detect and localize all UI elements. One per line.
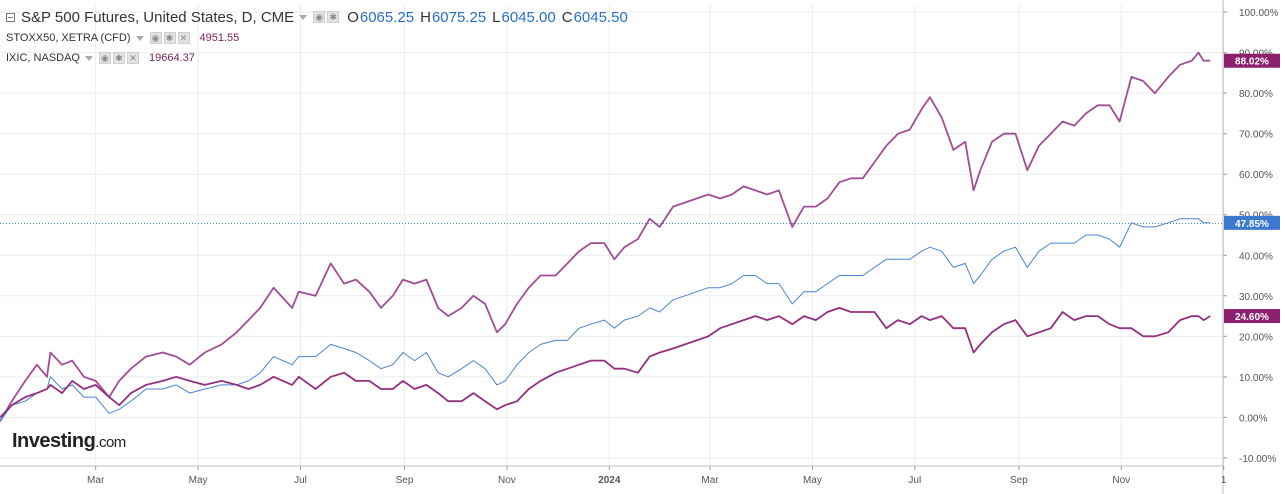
legend-main-row[interactable]: S&P 500 Futures, United States, D, CME ◉…: [6, 6, 628, 28]
x-tick-label: 1: [1221, 475, 1227, 486]
y-tick-label: 70.00%: [1239, 130, 1273, 141]
end-label-bg: [1224, 309, 1280, 324]
y-tick-label: 100.00%: [1239, 8, 1279, 19]
y-tick-label: 60.00%: [1239, 170, 1273, 181]
series-line-1[interactable]: [0, 218, 1211, 422]
close-icon[interactable]: ✕: [177, 32, 190, 44]
collapse-icon[interactable]: [6, 12, 15, 22]
settings-icon[interactable]: ✱: [163, 32, 176, 44]
main-instrument-title[interactable]: S&P 500 Futures, United States, D, CME: [21, 8, 295, 26]
x-tick-label: 2024: [598, 475, 621, 486]
x-tick-label: Mar: [87, 475, 105, 486]
grid-lines: [0, 4, 1225, 466]
y-tick-label: 10.00%: [1239, 373, 1273, 384]
end-label-text: 47.85%: [1235, 219, 1269, 230]
end-label-0: 88.02%: [1224, 53, 1280, 68]
x-tick-label: Nov: [498, 475, 516, 486]
logo-brand: Investing: [12, 430, 96, 452]
x-tick-label: Sep: [396, 475, 414, 486]
x-tick-label: Nov: [1112, 475, 1130, 486]
y-tick-label: 0.00%: [1239, 413, 1267, 424]
x-tick-label: May: [803, 475, 822, 486]
x-tick-label: Sep: [1010, 475, 1028, 486]
chevron-down-icon[interactable]: [84, 55, 93, 61]
series-end-labels: 88.02% 47.85% 24.60%: [1224, 53, 1280, 324]
chart-legend: S&P 500 Futures, United States, D, CME ◉…: [6, 6, 628, 68]
visibility-icon[interactable]: ◉: [149, 32, 162, 44]
chevron-down-icon[interactable]: [135, 35, 144, 41]
end-label-text: 24.60%: [1235, 312, 1269, 323]
visibility-icon[interactable]: ◉: [98, 52, 111, 64]
x-tick-label: Mar: [701, 475, 719, 486]
chevron-down-icon[interactable]: [299, 14, 308, 20]
logo-tld: .com: [95, 434, 126, 451]
end-label-text: 88.02%: [1235, 57, 1269, 68]
end-label-1: 47.85%: [1224, 215, 1280, 230]
end-label-bg: [1224, 53, 1280, 68]
close-icon[interactable]: ✕: [126, 52, 139, 64]
ohlc-open-value: 6065.25: [359, 8, 415, 26]
x-tick-label: Jul: [908, 475, 921, 486]
series-value-ixic: 19664.37: [148, 52, 195, 64]
visibility-icon[interactable]: ◉: [313, 11, 326, 23]
y-tick-label: 80.00%: [1239, 89, 1273, 100]
ohlc-low-key: L: [492, 8, 501, 26]
ohlc-close-value: 6045.50: [573, 8, 628, 26]
ohlc-close-key: C: [561, 8, 573, 26]
y-tick-label: 30.00%: [1239, 292, 1273, 303]
ohlc-high-value: 6075.25: [431, 8, 487, 26]
investing-logo: Investing.com: [12, 430, 126, 453]
series-lines: [0, 51, 1211, 422]
series-line-0[interactable]: [0, 51, 1211, 422]
ohlc-high-key: H: [420, 8, 431, 26]
x-tick-label: Jul: [294, 475, 307, 486]
legend-series-row-ixic[interactable]: IXIC, NASDAQ ◉ ✱ ✕ 19664.37: [6, 48, 628, 68]
x-tick-label: May: [189, 475, 208, 486]
series-value-stoxx: 4951.55: [199, 32, 240, 44]
y-tick-label: -10.00%: [1239, 454, 1276, 465]
series-label-stoxx[interactable]: STOXX50, XETRA (CFD): [6, 32, 131, 44]
series-line-2[interactable]: [0, 307, 1211, 419]
y-tick-label: 40.00%: [1239, 251, 1273, 262]
y-tick-label: 20.00%: [1239, 332, 1273, 343]
ohlc-low-value: 6045.00: [501, 8, 556, 26]
settings-icon[interactable]: ✱: [112, 52, 125, 64]
series-label-ixic[interactable]: IXIC, NASDAQ: [6, 52, 80, 64]
settings-icon[interactable]: ✱: [327, 11, 340, 23]
end-label-bg: [1224, 215, 1280, 230]
legend-series-row-stoxx[interactable]: STOXX50, XETRA (CFD) ◉ ✱ ✕ 4951.55: [6, 28, 628, 48]
time-axis[interactable]: Mar May Jul Sep Nov 2024 Mar May Jul Sep Nov 1: [0, 465, 1227, 486]
ohlc-open-key: O: [347, 8, 359, 26]
end-label-2: 24.60%: [1224, 309, 1280, 324]
price-axis[interactable]: 100.00%90.00%80.00%70.00%60.00%50.00%40.…: [1222, 0, 1279, 494]
